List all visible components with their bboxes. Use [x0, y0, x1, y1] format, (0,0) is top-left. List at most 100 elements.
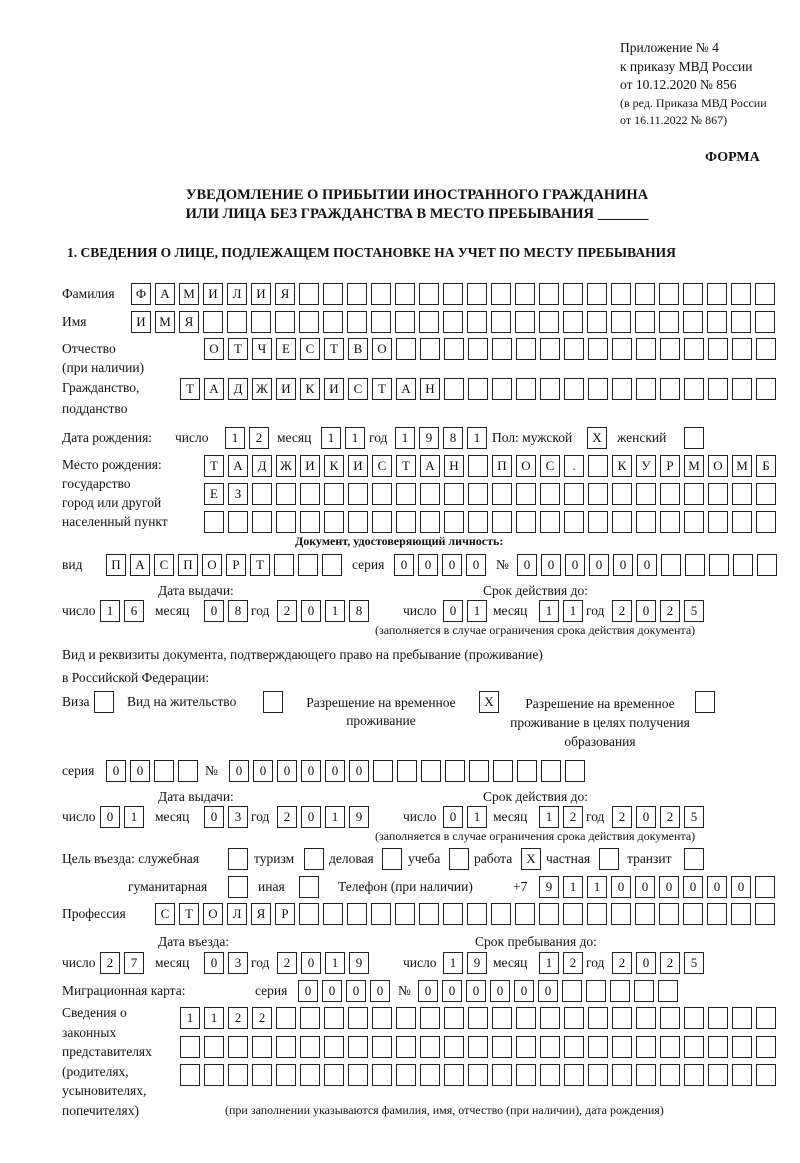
char-cell[interactable] — [323, 283, 343, 305]
char-cell[interactable] — [756, 378, 776, 400]
char-cell[interactable] — [515, 283, 535, 305]
char-cell[interactable] — [468, 1064, 488, 1086]
char-cell[interactable] — [372, 483, 392, 505]
char-cell[interactable]: С — [372, 455, 392, 477]
char-cell[interactable] — [611, 283, 631, 305]
char-cell[interactable] — [588, 1007, 608, 1029]
char-cell[interactable] — [252, 1036, 272, 1058]
char-cell[interactable]: 0 — [683, 876, 703, 898]
char-cell[interactable] — [348, 1036, 368, 1058]
char-cell[interactable] — [684, 338, 704, 360]
char-cell[interactable]: С — [540, 455, 560, 477]
char-cell[interactable]: 5 — [684, 952, 704, 974]
char-cell[interactable]: С — [300, 338, 320, 360]
char-cell[interactable]: 0 — [100, 806, 120, 828]
char-cell[interactable]: 1 — [325, 806, 345, 828]
char-cell[interactable]: 0 — [130, 760, 150, 782]
char-cell[interactable] — [587, 283, 607, 305]
char-cell[interactable]: К — [324, 455, 344, 477]
char-cell[interactable]: М — [684, 455, 704, 477]
char-cell[interactable] — [468, 1007, 488, 1029]
char-cell[interactable] — [732, 378, 752, 400]
char-cell[interactable] — [660, 338, 680, 360]
char-cell[interactable] — [299, 283, 319, 305]
char-cell[interactable] — [564, 483, 584, 505]
char-cell[interactable] — [348, 1007, 368, 1029]
char-cell[interactable] — [228, 1064, 248, 1086]
char-cell[interactable]: 2 — [563, 806, 583, 828]
char-cell[interactable] — [755, 903, 775, 925]
char-cell[interactable] — [276, 1064, 296, 1086]
char-cell[interactable]: 2 — [277, 806, 297, 828]
char-cell[interactable]: 2 — [277, 600, 297, 622]
char-cell[interactable]: Н — [444, 455, 464, 477]
char-cell[interactable]: Ж — [252, 378, 272, 400]
char-cell[interactable] — [756, 483, 776, 505]
char-cell[interactable] — [493, 760, 513, 782]
char-cell[interactable] — [444, 483, 464, 505]
char-cell[interactable] — [420, 1007, 440, 1029]
char-cell[interactable]: Я — [275, 283, 295, 305]
char-cell[interactable] — [684, 1007, 704, 1029]
char-cell[interactable]: 2 — [277, 952, 297, 974]
char-cell[interactable] — [373, 760, 393, 782]
char-cell[interactable]: Ч — [252, 338, 272, 360]
char-cell[interactable] — [371, 903, 391, 925]
char-cell[interactable] — [517, 760, 537, 782]
char-cell[interactable] — [611, 903, 631, 925]
char-cell[interactable] — [492, 511, 512, 533]
char-cell[interactable] — [516, 1064, 536, 1086]
char-cell[interactable]: 0 — [394, 554, 414, 576]
char-cell[interactable] — [324, 1036, 344, 1058]
char-cell[interactable] — [587, 311, 607, 333]
char-cell[interactable] — [492, 1036, 512, 1058]
char-cell[interactable] — [563, 283, 583, 305]
char-cell[interactable] — [732, 338, 752, 360]
char-cell[interactable]: 6 — [124, 600, 144, 622]
char-cell[interactable]: В — [348, 338, 368, 360]
char-cell[interactable]: 3 — [228, 952, 248, 974]
char-cell[interactable]: 0 — [659, 876, 679, 898]
char-cell[interactable] — [660, 1007, 680, 1029]
char-cell[interactable]: 1 — [225, 427, 245, 449]
char-cell[interactable] — [516, 1036, 536, 1058]
char-cell[interactable] — [324, 1064, 344, 1086]
char-cell[interactable] — [540, 378, 560, 400]
char-cell[interactable]: 0 — [106, 760, 126, 782]
char-cell[interactable] — [756, 1036, 776, 1058]
char-cell[interactable] — [564, 338, 584, 360]
char-cell[interactable] — [564, 1007, 584, 1029]
char-cell[interactable] — [180, 1036, 200, 1058]
char-cell[interactable] — [300, 483, 320, 505]
char-cell[interactable] — [612, 1036, 632, 1058]
char-cell[interactable] — [733, 554, 753, 576]
char-cell[interactable]: 0 — [301, 806, 321, 828]
char-cell[interactable]: С — [348, 378, 368, 400]
char-cell[interactable]: А — [420, 455, 440, 477]
char-cell[interactable] — [709, 554, 729, 576]
char-cell[interactable] — [564, 1064, 584, 1086]
char-cell[interactable] — [468, 483, 488, 505]
char-cell[interactable] — [444, 378, 464, 400]
char-cell[interactable]: А — [396, 378, 416, 400]
char-cell[interactable] — [372, 511, 392, 533]
char-cell[interactable] — [468, 378, 488, 400]
char-cell[interactable]: З — [228, 483, 248, 505]
checkbox-cell[interactable] — [299, 876, 319, 898]
char-cell[interactable]: 2 — [660, 600, 680, 622]
char-cell[interactable] — [178, 760, 198, 782]
char-cell[interactable]: 0 — [541, 554, 561, 576]
char-cell[interactable] — [396, 511, 416, 533]
char-cell[interactable] — [541, 760, 561, 782]
char-cell[interactable] — [636, 338, 656, 360]
char-cell[interactable]: 0 — [517, 554, 537, 576]
checkbox-cell[interactable] — [304, 848, 324, 870]
char-cell[interactable] — [154, 760, 174, 782]
char-cell[interactable]: 0 — [466, 980, 486, 1002]
char-cell[interactable] — [276, 1036, 296, 1058]
char-cell[interactable]: 0 — [301, 760, 321, 782]
char-cell[interactable] — [419, 903, 439, 925]
char-cell[interactable] — [684, 511, 704, 533]
char-cell[interactable] — [395, 903, 415, 925]
char-cell[interactable] — [516, 511, 536, 533]
